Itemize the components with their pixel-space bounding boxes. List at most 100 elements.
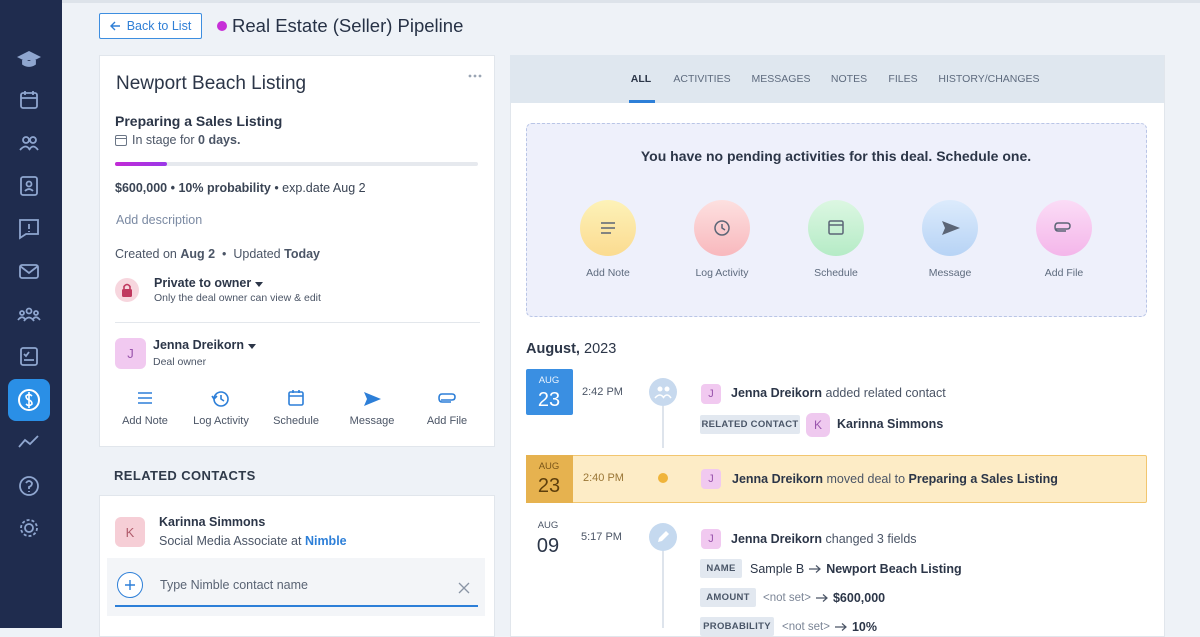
- sidebar-icons: [8, 50, 50, 537]
- change-arrow: [809, 565, 822, 573]
- activity-button-label[interactable]: Schedule: [814, 267, 858, 279]
- updated-label: Updated: [233, 247, 281, 261]
- add-contact-icon[interactable]: [117, 572, 143, 598]
- summary-bold: $600,000 • 10% probability: [115, 181, 271, 195]
- date-day: 23: [537, 389, 561, 411]
- tab[interactable]: NOTES: [830, 73, 868, 85]
- related-heading: RELATED CONTACTS: [114, 468, 256, 483]
- change-arrow: [834, 623, 847, 631]
- calendar-icon: [115, 135, 127, 146]
- pipeline-dot: [217, 21, 227, 31]
- back-label: Back to List: [126, 19, 192, 33]
- tab[interactable]: MESSAGES: [751, 73, 811, 85]
- user-avatar: J: [701, 529, 721, 549]
- deal-card: [99, 55, 495, 447]
- field-label: NAME: [700, 559, 742, 578]
- updated: Today: [284, 247, 321, 261]
- field-from: Sample B: [750, 562, 805, 576]
- deal-action[interactable]: Message: [349, 415, 395, 427]
- field-change: Sample B Newport Beach Listing: [750, 561, 962, 577]
- top-shadow: [62, 0, 1200, 3]
- owner-name[interactable]: Jenna Dreikorn: [153, 337, 256, 353]
- field-label: AMOUNT: [700, 588, 756, 607]
- activity-button-label[interactable]: Add Note: [586, 267, 630, 279]
- field-to: Newport Beach Listing: [826, 562, 962, 576]
- stage-progress-track: [115, 162, 478, 166]
- contact-title: Social Media Associate at Nimble: [159, 533, 347, 549]
- contact-job: Social Media Associate at: [159, 534, 302, 548]
- field-change: <not set> 10%: [782, 619, 877, 635]
- privacy[interactable]: Private to owner: [154, 275, 263, 291]
- add-description[interactable]: Add description: [116, 213, 203, 227]
- entry-user[interactable]: Jenna Dreikorn: [731, 386, 823, 400]
- field-change: <not set> $600,000: [763, 590, 885, 606]
- clear-icon[interactable]: [458, 582, 470, 594]
- entry-user[interactable]: Jenna Dreikorn: [732, 472, 824, 486]
- field-from: <not set>: [763, 592, 811, 604]
- entry-text: Jenna Dreikorn added related contact: [731, 385, 946, 401]
- entry-user[interactable]: Jenna Dreikorn: [731, 532, 823, 546]
- field-from: <not set>: [782, 621, 830, 633]
- month: August,: [526, 341, 580, 357]
- input-underline: [115, 605, 478, 607]
- entry-text: Jenna Dreikorn changed 3 fields: [731, 531, 917, 547]
- entry-action: changed 3 fields: [825, 532, 917, 546]
- deal-action-icons: [138, 390, 456, 407]
- contact-company[interactable]: Nimble: [304, 534, 347, 548]
- contact-input-placeholder: Type Nimble contact name: [160, 578, 308, 592]
- entry-action: added related contact: [825, 386, 946, 400]
- entry-time: 2:40 PM: [583, 472, 624, 484]
- pending-message: You have no pending activities for this …: [640, 148, 1032, 164]
- tab[interactable]: ALL: [630, 73, 652, 85]
- deal-action[interactable]: Log Activity: [193, 415, 249, 427]
- stage-time: In stage for 0 days.: [132, 132, 240, 148]
- field-to: 10%: [851, 620, 877, 634]
- caret: [247, 344, 256, 349]
- active-tab-indicator: [629, 100, 655, 103]
- stage-prefix: In stage for: [132, 133, 195, 147]
- deal-action[interactable]: Add Note: [122, 415, 168, 427]
- date-badge: [526, 455, 573, 503]
- entry-contact[interactable]: Karinna Simmons: [837, 417, 944, 431]
- deal-action[interactable]: Schedule: [273, 415, 319, 427]
- more-menu[interactable]: [468, 74, 484, 78]
- created: Aug 2: [180, 247, 216, 261]
- tab[interactable]: FILES: [888, 73, 918, 85]
- entry-action: moved deal to: [826, 472, 906, 486]
- date-day: 09: [536, 535, 560, 557]
- tab[interactable]: ACTIVITIES: [673, 73, 731, 85]
- contact-name[interactable]: Karinna Simmons: [159, 515, 266, 529]
- owner-avatar: J: [115, 338, 146, 369]
- sidebar: [0, 0, 62, 628]
- lock-icon: [115, 278, 139, 302]
- summary-rest: • exp.date Aug 2: [274, 181, 366, 195]
- deal-name: Newport Beach Listing: [116, 73, 307, 94]
- page-title: Real Estate (Seller) Pipeline: [232, 15, 464, 36]
- entry-time: 2:42 PM: [582, 386, 623, 398]
- stage-progress: [115, 162, 167, 166]
- activity-button-label[interactable]: Message: [928, 267, 972, 279]
- stage-name: Preparing a Sales Listing: [115, 113, 283, 129]
- date-day: 23: [537, 475, 561, 497]
- deal-action[interactable]: Add File: [426, 415, 468, 427]
- back-button[interactable]: Back to List: [99, 13, 202, 39]
- user-avatar: J: [701, 469, 721, 489]
- user-avatar: J: [701, 384, 721, 404]
- owner-name-text: Jenna Dreikorn: [153, 338, 245, 352]
- privacy-label: Private to owner: [154, 276, 252, 290]
- deal-summary: $600,000 • 10% probability • exp.date Au…: [115, 180, 366, 196]
- tab-bar: [510, 55, 1164, 103]
- timeline-graphics: [649, 378, 677, 628]
- contact-avatar: K: [806, 413, 830, 437]
- tab[interactable]: HISTORY/CHANGES: [938, 73, 1040, 85]
- contact-avatar: K: [115, 517, 145, 547]
- privacy-note: Only the deal owner can view & edit: [154, 292, 321, 304]
- date-month: AUG: [537, 520, 559, 531]
- activity-button-label[interactable]: Add File: [1044, 267, 1084, 279]
- entry-target: Preparing a Sales Listing: [908, 472, 1058, 486]
- created-updated: Created on Aug 2 • Updated Today: [115, 246, 320, 262]
- date-month: AUG: [538, 375, 560, 386]
- timeline-month: August, 2023: [526, 340, 616, 358]
- activity-button-label[interactable]: Log Activity: [695, 267, 749, 279]
